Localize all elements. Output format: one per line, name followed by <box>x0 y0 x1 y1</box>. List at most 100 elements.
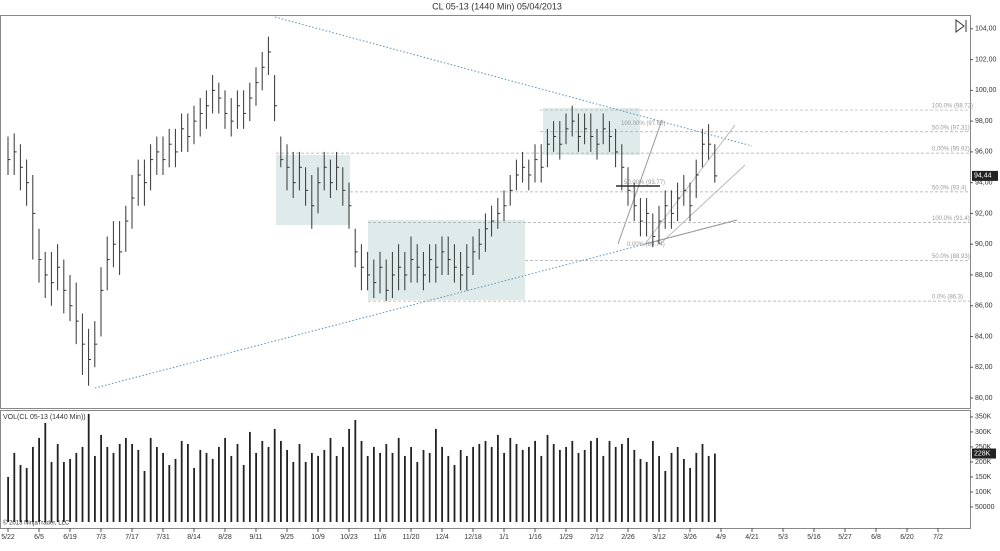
y-tick-label: 300K <box>975 429 992 436</box>
x-tick-label: 6/5 <box>34 534 44 541</box>
volume-bar <box>218 446 220 522</box>
fib-label: 50.0% (88.93) <box>932 254 970 260</box>
volume-bar <box>453 464 456 522</box>
volume-bar <box>503 452 505 522</box>
volume-bar <box>490 446 493 522</box>
volume-bar <box>38 437 40 522</box>
volume-bar <box>174 458 177 522</box>
volume-bar <box>156 446 158 522</box>
fib-label: 0.0% (86.3) <box>932 295 963 301</box>
x-tick-label: 8/28 <box>218 534 232 541</box>
y-tick-label: 104,00 <box>975 26 997 33</box>
volume-bar <box>466 455 468 522</box>
volume-bar <box>118 443 121 522</box>
volume-bar <box>87 413 90 522</box>
volume-bar <box>7 476 9 522</box>
volume-bar <box>571 440 574 522</box>
x-tick-label: 5/3 <box>778 534 788 541</box>
volume-bar <box>242 464 245 522</box>
volume-bar <box>25 467 28 522</box>
volume-bar <box>342 446 344 522</box>
channel-line <box>659 164 746 245</box>
volume-bar <box>627 437 629 522</box>
volume-bar <box>652 440 654 522</box>
volume-bar <box>106 446 109 522</box>
volume-bar <box>435 428 437 522</box>
last-volume-box <box>972 448 996 459</box>
volume-bar <box>639 458 642 522</box>
volume-bar <box>552 443 555 522</box>
x-tick-label: 3/12 <box>652 534 666 541</box>
y-tick-label: 96,00 <box>975 149 993 156</box>
x-tick-label: 2/12 <box>590 534 604 541</box>
volume-bar <box>75 452 78 522</box>
volume-bar <box>689 467 691 522</box>
volume-bar <box>397 437 400 522</box>
volume-bar <box>484 440 487 522</box>
volume-bar <box>410 446 412 522</box>
x-tick-label: 5/27 <box>838 534 852 541</box>
volume-bar <box>187 443 189 522</box>
volume-bar <box>664 470 667 522</box>
trendline <box>94 219 738 389</box>
y-tick-label: 100,00 <box>975 87 997 94</box>
x-tick-label: 1/29 <box>559 534 573 541</box>
volume-bar <box>125 437 127 522</box>
volume-bar <box>273 428 276 522</box>
x-tick-label: 11/6 <box>373 534 386 541</box>
volume-bar <box>304 461 307 522</box>
volume-bar <box>360 440 363 522</box>
y-tick-label: 50000 <box>975 504 995 511</box>
volume-bar <box>94 455 96 522</box>
y-tick-label: 100K <box>975 489 992 496</box>
volume-bar <box>683 458 685 522</box>
last-price-box <box>972 170 998 181</box>
copyright: © 2013 NinjaTrader, LLC <box>3 520 70 527</box>
volume-bar <box>112 452 115 522</box>
volume-bar <box>707 455 710 522</box>
volume-bar <box>695 452 698 522</box>
x-tick-label: 9/25 <box>280 534 294 541</box>
y-tick-label: 350K <box>975 414 992 421</box>
range-box <box>368 220 525 300</box>
volume-bar <box>69 458 71 522</box>
volume-bar <box>317 455 319 522</box>
y-tick-label: 82,00 <box>975 364 993 371</box>
volume-bar <box>478 443 481 522</box>
x-tick-label: 10/23 <box>340 534 358 541</box>
chart-title: CL 05-13 (1440 Min) 05/04/2013 <box>432 1 562 11</box>
x-tick-label: 5/22 <box>1 534 15 541</box>
fib-label: 50.0% (93.4) <box>932 185 966 191</box>
volume-bar <box>596 437 598 522</box>
volume-bar <box>50 461 53 522</box>
volume-bar <box>13 452 16 522</box>
y-tick-label: 92,00 <box>975 210 993 217</box>
volume-bar <box>81 446 84 522</box>
volume-bar <box>249 431 251 522</box>
volume-bar <box>162 452 164 522</box>
volume-bar <box>286 449 288 522</box>
x-tick-label: 6/19 <box>63 534 77 541</box>
volume-bar <box>32 446 34 522</box>
volume-bar <box>676 446 679 522</box>
collapse-icon[interactable] <box>955 19 967 33</box>
volume-bar <box>583 449 586 522</box>
volume-bar <box>416 461 419 522</box>
x-tick-label: 3/26 <box>683 534 697 541</box>
volume-bar <box>267 446 270 522</box>
x-tick-label: 10/9 <box>311 534 325 541</box>
fib-inner-label: 0.00% (89.74) <box>627 242 665 248</box>
x-tick-label: 2/26 <box>621 534 635 541</box>
y-tick-label: 86,00 <box>975 303 993 310</box>
volume-bar <box>224 437 226 522</box>
volume-bar <box>261 440 264 522</box>
y-tick-label: 250K <box>975 444 992 451</box>
volume-bar <box>348 428 350 522</box>
volume-bar <box>143 470 146 522</box>
last-price-label: 94,44 <box>974 173 992 180</box>
volume-bar <box>379 452 381 522</box>
volume-bar <box>180 440 183 522</box>
volume-bar <box>441 446 443 522</box>
channel-line <box>644 219 738 245</box>
volume-bar <box>528 446 530 522</box>
